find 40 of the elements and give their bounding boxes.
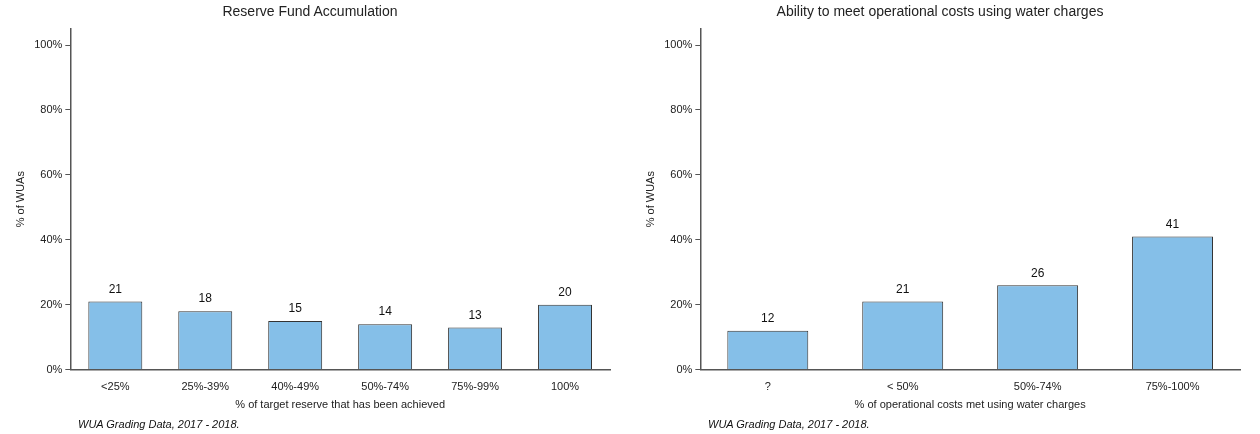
x-tick-label: 40%-49% — [271, 380, 320, 393]
data-label: 21 — [108, 281, 123, 296]
y-axis-title: % of WUAs — [13, 170, 26, 228]
x-tick-label: ? — [764, 380, 771, 393]
chart-title: Ability to meet operational costs using water charges — [776, 3, 1104, 20]
text: WUA Grading Data, 2017 - 2018. — [708, 417, 870, 430]
x-tick-label: 50%-74% — [1013, 380, 1062, 393]
y-tick-label: 80% — [670, 102, 693, 115]
y-axis-title: % of WUAs — [643, 170, 656, 228]
x-tick-label: 75%-99% — [451, 380, 500, 393]
x-tick-label: <25% — [101, 380, 130, 393]
x-tick-label: 50%-74% — [361, 380, 410, 393]
data-label: 14 — [378, 304, 393, 319]
x-tick-label: < 50% — [886, 380, 919, 393]
y-tick-label: 60% — [40, 167, 63, 180]
y-tick-label: 20% — [670, 297, 693, 310]
y-tick-label: 100% — [34, 38, 63, 51]
data-label: 18 — [198, 291, 213, 306]
data-label: 12 — [761, 310, 775, 325]
data-label: 20 — [558, 285, 573, 299]
x-axis-title: % of target reserve that has been achieved — [235, 398, 446, 411]
x-axis-title: % of operational costs met using water charges — [854, 398, 1087, 411]
y-tick-label: 0% — [46, 362, 63, 375]
y-tick-label: 80% — [40, 102, 63, 115]
text: WUA Grading Data, 2017 - 2018. — [78, 417, 240, 430]
y-tick-label: 60% — [670, 167, 693, 180]
data-label: 26 — [1030, 265, 1045, 280]
chart-title: Reserve Fund Accumulation — [222, 3, 398, 20]
data-label: 15 — [288, 301, 303, 316]
x-tick-label: 25%-39% — [181, 380, 230, 393]
y-tick-label: 0% — [676, 362, 693, 375]
data-label: 41 — [1165, 216, 1180, 231]
y-tick-label: 100% — [664, 38, 693, 51]
data-label: 21 — [896, 281, 910, 296]
y-tick-label: 40% — [40, 232, 63, 245]
y-tick-label: 40% — [670, 232, 693, 245]
y-tick-label: 20% — [40, 297, 63, 310]
x-tick-label: 75%-100% — [1145, 380, 1200, 393]
data-label: 13 — [468, 307, 483, 322]
x-tick-label: 100% — [550, 380, 580, 393]
